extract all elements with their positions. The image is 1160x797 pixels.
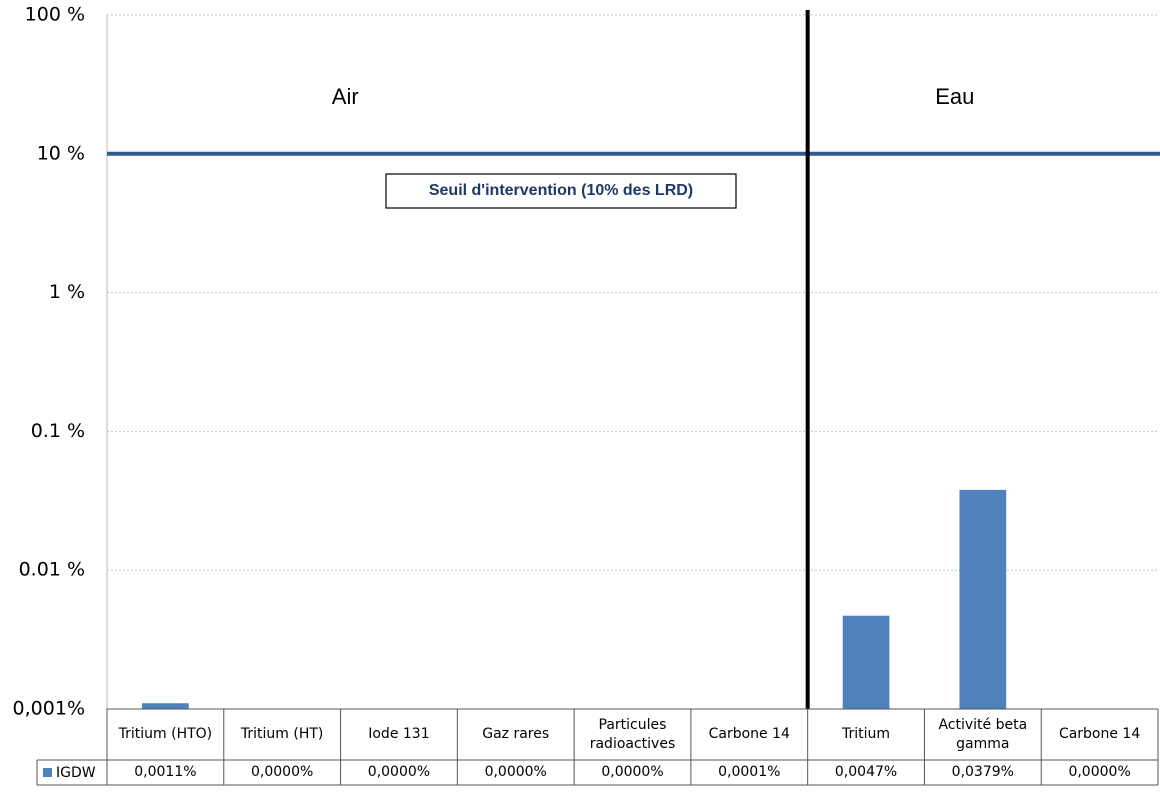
x-tick-label: Carbone 14 bbox=[1058, 726, 1141, 743]
value-label-box: 0,0000% bbox=[367, 764, 431, 781]
value-label: 0,0000% bbox=[484, 764, 547, 781]
value-label-box: 0,0000% bbox=[601, 764, 664, 781]
value-label-box: 0,0000% bbox=[251, 764, 314, 781]
bar bbox=[142, 703, 189, 709]
value-label-box: 0,0000% bbox=[1068, 764, 1131, 781]
x-tick-label-box: Tritium bbox=[842, 726, 891, 743]
x-tick-label-box: Tritium (HTO) bbox=[118, 726, 213, 743]
threshold-label-box bbox=[385, 173, 737, 209]
y-tick-label: 0,001% bbox=[13, 698, 85, 720]
x-tick-label-box: Tritium (HT) bbox=[240, 726, 324, 743]
value-label: 0,0000% bbox=[1068, 764, 1131, 781]
x-tick-label: Gaz rares bbox=[482, 726, 550, 743]
value-label-box: 0,0001% bbox=[718, 764, 781, 781]
value-label: 0,0379% bbox=[951, 764, 1014, 781]
value-label: 0,0047% bbox=[834, 764, 898, 781]
value-label: 0,0000% bbox=[601, 764, 664, 781]
x-tick-label: Particules radioactives bbox=[589, 717, 676, 752]
value-label: 0,0001% bbox=[718, 764, 781, 781]
x-tick-label: Carbone 14 bbox=[708, 726, 790, 743]
y-tick-label: 0.1 % bbox=[31, 420, 85, 442]
value-label-box: 0,0011% bbox=[134, 764, 197, 781]
threshold-label: Seuil d'intervention (10% des LRD) bbox=[429, 182, 693, 199]
legend-swatch bbox=[43, 768, 52, 777]
x-tick-label-box: Particules radioactives bbox=[589, 717, 676, 752]
x-tick-label: Tritium (HTO) bbox=[118, 726, 213, 743]
legend-label: IGDW bbox=[56, 765, 96, 781]
value-label-box: 0,0000% bbox=[484, 764, 547, 781]
value-label: 0,0000% bbox=[251, 764, 314, 781]
x-tick-label-box: Iode 131 bbox=[368, 726, 430, 743]
x-tick-label-box: Carbone 14 bbox=[1058, 726, 1141, 743]
x-tick-label-box: Activité beta gamma bbox=[938, 717, 1028, 752]
value-label-box: 0,0379% bbox=[951, 764, 1014, 781]
bar bbox=[959, 489, 1007, 709]
x-tick-label: Iode 131 bbox=[368, 726, 430, 743]
x-tick-label-box: Carbone 14 bbox=[708, 726, 790, 743]
y-tick-label: 10 % bbox=[37, 142, 85, 164]
value-label-box: 0,0047% bbox=[834, 764, 898, 781]
x-tick-label: Activité beta gamma bbox=[938, 717, 1028, 752]
group-label: Air bbox=[332, 84, 359, 109]
value-label: 0,0011% bbox=[134, 764, 197, 781]
x-tick-label: Tritium bbox=[842, 726, 891, 743]
y-tick-label: 0.01 % bbox=[19, 559, 85, 581]
value-label: 0,0000% bbox=[367, 764, 431, 781]
y-tick-label: 1 % bbox=[49, 281, 85, 303]
group-label: Eau bbox=[935, 84, 974, 109]
x-tick-label-box: Gaz rares bbox=[482, 726, 550, 743]
bar bbox=[842, 615, 890, 709]
y-tick-label: 100 % bbox=[25, 4, 85, 26]
x-tick-label: Tritium (HT) bbox=[240, 726, 324, 743]
